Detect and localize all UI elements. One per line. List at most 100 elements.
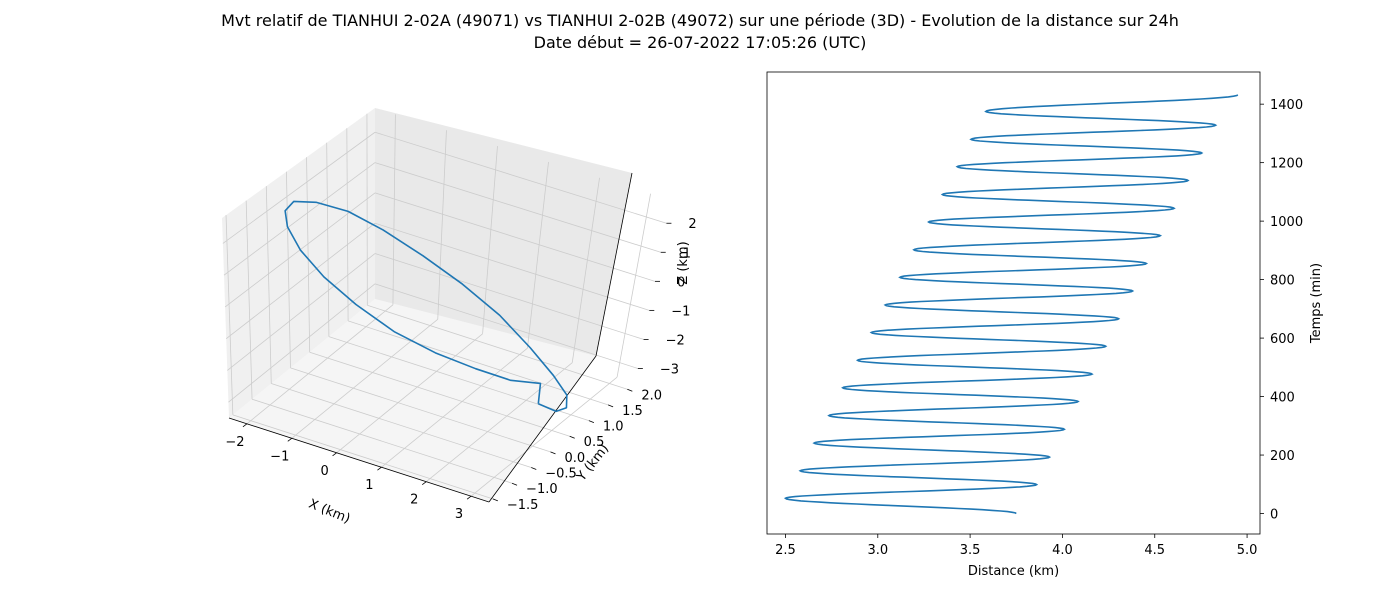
x-tick-mark (242, 423, 248, 428)
plot-frame (766, 71, 1261, 535)
y-tick-mark (588, 420, 595, 423)
grid-line-y-wall (245, 200, 253, 400)
z-tick-label: 0 (677, 275, 685, 290)
figure-title: Mvt relatif de TIANHUI 2-02A (49071) vs … (0, 10, 1400, 54)
x-tick-label: 1 (365, 478, 373, 493)
x-tick-label: −1 (270, 449, 289, 464)
y-tick-mark (569, 435, 575, 439)
grid-line-x-back (437, 130, 447, 320)
grid-line-z-wall (225, 222, 376, 339)
z-tick-label: −1 (671, 304, 690, 319)
grid-line-y-wall (306, 157, 311, 353)
x-tick-mark (332, 452, 337, 457)
x-tick-label: 4.5 (1144, 543, 1165, 558)
grid-line-z-wall (227, 253, 376, 371)
x-tick-mark (466, 495, 472, 500)
y-tick-label: 600 (1270, 332, 1295, 347)
y-tick-label: 1.5 (622, 404, 643, 419)
grid-line-z-back (374, 162, 661, 253)
grid-line-z-back (374, 283, 638, 369)
grid-line-x-back (571, 177, 600, 363)
grid-line-x-back (392, 114, 396, 305)
grid-line-z-wall (223, 162, 376, 276)
y-tick-label: −1.5 (507, 498, 539, 513)
y-tick-label: 800 (1270, 274, 1295, 289)
grid-line-z-wall (222, 131, 376, 244)
grid-line-y-wall (286, 171, 291, 368)
grid-line-y-wall (225, 215, 234, 415)
grid-line-z-back (374, 192, 656, 282)
y-tick-mark (607, 404, 614, 408)
pane-wall-left (222, 108, 375, 418)
y-tick-label: 0.5 (584, 435, 605, 450)
grid-line-x-floor (291, 318, 439, 439)
grid-line-x-back (527, 161, 549, 349)
x-tick-label: 3.5 (960, 543, 981, 558)
y-tick-label: 200 (1270, 449, 1295, 464)
x-axis-label: Distance (km) (968, 564, 1059, 579)
y-tick-label: 2.0 (641, 388, 662, 403)
y-tick-mark (531, 467, 537, 470)
grid-line-y-wall (326, 142, 330, 337)
grid-line-x-back (616, 193, 651, 378)
grid-line-z-back (374, 253, 644, 340)
z-tick-label: −2 (666, 333, 685, 348)
x-tick-mark (377, 466, 382, 471)
x-tick-label: −2 (225, 435, 244, 450)
z-tick-label: 2 (688, 217, 696, 232)
z-tick-label: 1 (683, 246, 691, 261)
x-tick-label: 4.0 (1052, 543, 1073, 558)
grid-line-x-floor (336, 333, 483, 454)
grid-line-y-floor (290, 367, 551, 453)
y-tick-label: −0.5 (545, 467, 577, 482)
grid-line-x-floor (246, 304, 394, 425)
x-tick-mark (287, 437, 292, 442)
y-tick-label: 1400 (1270, 98, 1303, 113)
y-tick-mark (550, 451, 556, 455)
y-tick-mark (627, 388, 633, 392)
grid-line-y-floor (367, 304, 628, 390)
grid-line-y-floor (232, 414, 493, 500)
grid-line-y-floor (251, 398, 513, 484)
plot-3d-trajectory: −2 −1 0 1 2 3 −1.5−1.0−0.50.00.51.01.52.0 −3 −2 −… (222, 108, 697, 527)
grid-line-y-wall (346, 128, 349, 321)
grid-line-x-floor (470, 376, 618, 497)
y-tick-label: 0 (1270, 508, 1278, 523)
z-axis-label: Z (km) (676, 241, 691, 284)
grid-line-y-wall (265, 186, 272, 384)
trajectory-3d-line (284, 200, 568, 413)
y-axis-label: Temps (min) (1309, 263, 1324, 344)
grid-line-z-back (374, 131, 667, 224)
grid-line-x-floor (425, 362, 573, 483)
x-tick-label: 3 (455, 507, 463, 522)
y-tick-label: 1.0 (603, 420, 624, 435)
grid-line-z-wall (228, 283, 376, 403)
y-tick-label: −1.0 (526, 482, 558, 497)
x-tick-label: 2 (410, 493, 418, 508)
y-tick-label: 400 (1270, 391, 1295, 406)
x-tick-mark (422, 481, 427, 486)
z-tick-label: −3 (660, 362, 679, 377)
y-tick-mark (492, 498, 498, 502)
x-tick-label: 5.0 (1237, 543, 1258, 558)
title-line-2: Date début = 26-07-2022 17:05:26 (UTC) (533, 33, 867, 52)
grid-line-y-floor (309, 351, 570, 437)
grid-line-z-back (374, 222, 650, 311)
y-tick-mark (511, 482, 518, 486)
distance-time-line (783, 94, 1239, 515)
plot-2d-distance-vs-time: 2.5 3.0 3.5 4.0 4.5 5.0 0 200 400 600 800 1000 1200 1… (766, 71, 1324, 579)
z-axis-line (595, 172, 633, 357)
y-axis-line (488, 355, 597, 503)
grid-line-x-floor (381, 347, 528, 468)
y-tick-label: 1200 (1270, 157, 1303, 172)
x-tick-label: 0 (320, 464, 328, 479)
y-tick-label: 0.0 (564, 451, 585, 466)
y-tick-label: 1000 (1270, 215, 1303, 230)
grid-line-y-floor (271, 383, 532, 468)
x-axis-line (228, 417, 490, 503)
title-line-1: Mvt relatif de TIANHUI 2-02A (49071) vs … (221, 11, 1179, 30)
x-tick-label: 2.5 (775, 543, 796, 558)
x-axis-label: X (km) (306, 497, 352, 527)
x-tick-label: 3.0 (867, 543, 888, 558)
